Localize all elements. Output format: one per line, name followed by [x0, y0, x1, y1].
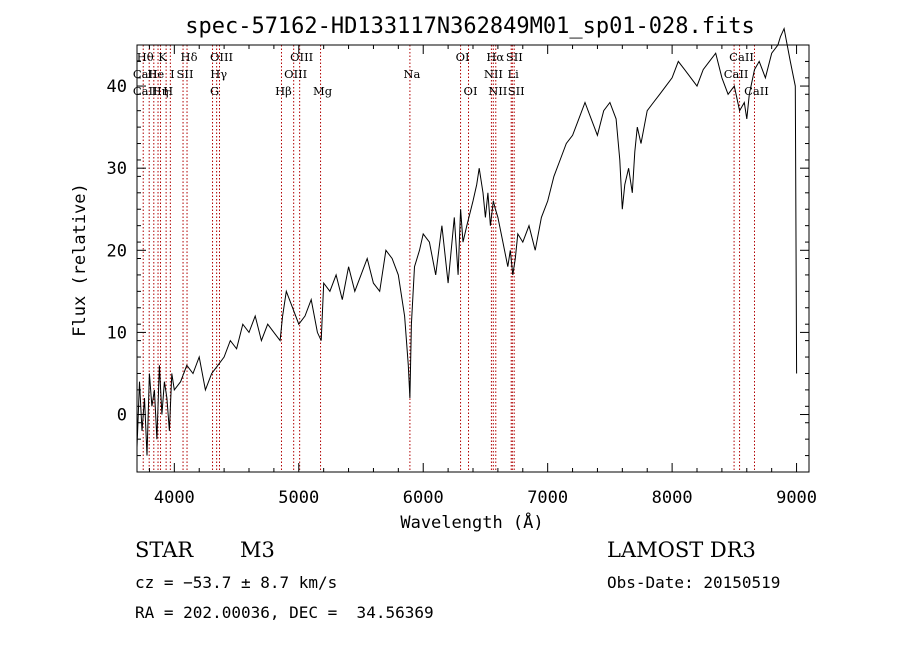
line-markers — [142, 45, 755, 472]
line-label: Hθ — [137, 50, 154, 64]
line-label: Na — [403, 67, 420, 81]
line-label: I — [170, 67, 175, 81]
line-label: K — [158, 50, 167, 64]
line-label: OIII — [290, 50, 313, 64]
line-label: OI — [456, 50, 470, 64]
y-axis-label: Flux (relative) — [70, 183, 90, 337]
line-label: G — [210, 84, 219, 98]
line-label: CaII — [729, 50, 754, 64]
redshift-cz: cz = −53.7 ± 8.7 km/s — [135, 573, 338, 592]
line-label: OIII — [210, 50, 233, 64]
line-label: NII — [488, 84, 507, 98]
obs-date: Obs-Date: 20150519 — [607, 573, 781, 592]
line-label: NII — [484, 67, 503, 81]
y-tick-label: 0 — [117, 406, 127, 426]
object-class: STAR — [135, 538, 194, 562]
line-label: He — [147, 67, 164, 81]
line-label: CaII — [724, 67, 749, 81]
line-label: Hα — [486, 50, 504, 64]
x-tick-label: 7000 — [527, 488, 568, 508]
plot-frame — [136, 44, 810, 473]
y-tick-label: 10 — [107, 323, 127, 343]
line-label: SII — [508, 84, 525, 98]
y-tick-label: 30 — [107, 159, 127, 179]
x-axis-label: Wavelength (Å) — [400, 511, 543, 533]
x-tick-label: 9000 — [776, 488, 817, 508]
x-axis-ticks: 4000 5000 6000 7000 8000 9000 — [148, 45, 817, 508]
y-axis-ticks: 0 10 20 30 40 — [107, 44, 809, 457]
x-tick-label: 5000 — [278, 488, 319, 508]
line-label: Mg — [313, 84, 333, 98]
survey-name: LAMOST DR3 — [607, 538, 756, 562]
line-label: SII — [177, 67, 194, 81]
line-label: Hδ — [181, 50, 198, 64]
x-tick-label: 6000 — [403, 488, 444, 508]
x-tick-label: 8000 — [652, 488, 693, 508]
line-label: Li — [508, 67, 520, 81]
ra-dec: RA = 202.00036, DEC = 34.56369 — [135, 603, 434, 622]
y-tick-label: 40 — [107, 77, 127, 97]
x-tick-label: 4000 — [154, 488, 195, 508]
line-label: CaII — [744, 84, 769, 98]
line-label: SII — [506, 50, 523, 64]
y-tick-label: 20 — [107, 241, 127, 261]
object-subclass: M3 — [240, 538, 275, 562]
line-label: Hγ — [210, 67, 227, 81]
line-label: Hη — [152, 84, 169, 98]
line-label: H — [163, 84, 173, 98]
line-label: Hβ — [275, 84, 292, 98]
spectrum-series — [136, 26, 798, 456]
line-label: OI — [464, 84, 478, 98]
line-label: OIII — [284, 67, 307, 81]
chart-title: spec-57162-HD133117N362849M01_sp01-028.f… — [185, 14, 755, 39]
